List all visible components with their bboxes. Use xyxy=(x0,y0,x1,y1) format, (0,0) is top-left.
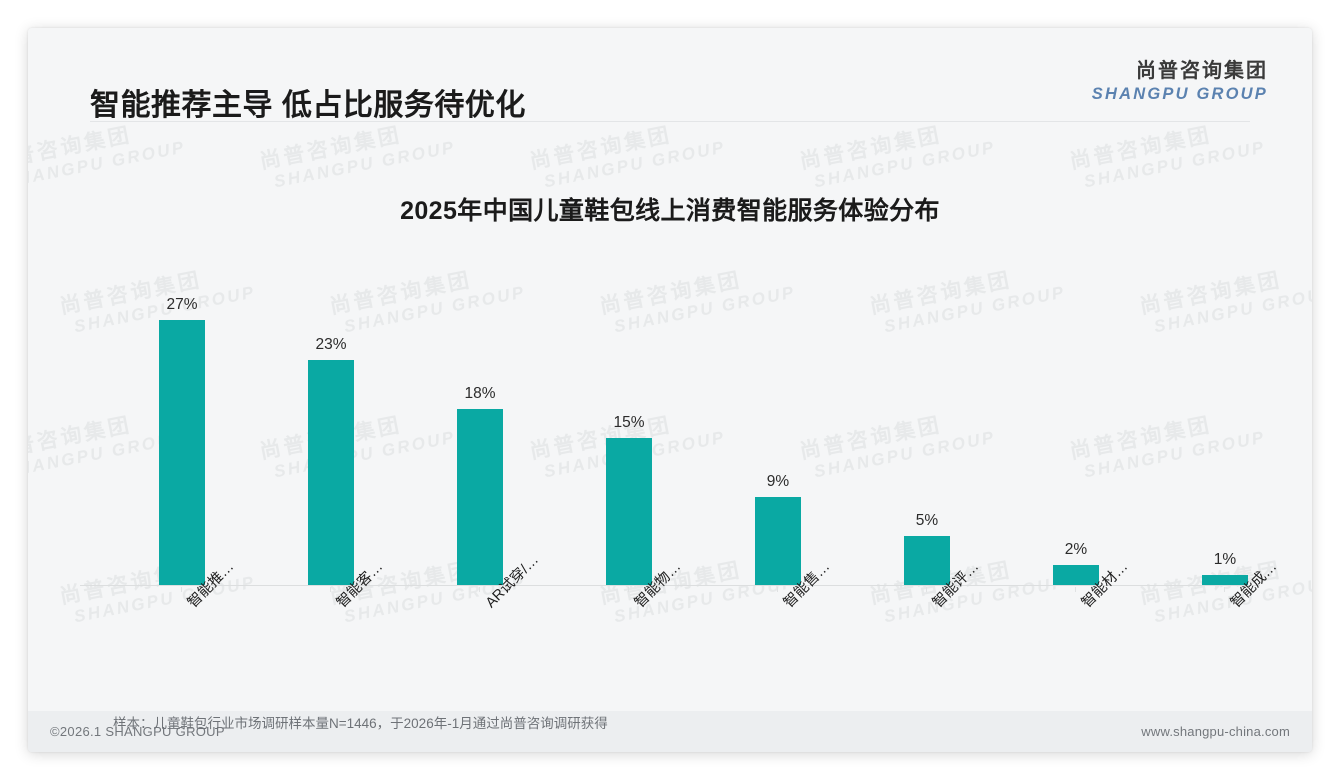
chart-area: 2025年中国儿童鞋包线上消费智能服务体验分布 27% 23% 18% 15% 9% 5%… xyxy=(28,121,1312,681)
bar-group[interactable]: 9% xyxy=(755,473,801,585)
x-axis-tick xyxy=(1075,587,1076,592)
bar-group[interactable]: 5% xyxy=(904,512,950,585)
x-axis-tick xyxy=(926,587,927,592)
bar[interactable] xyxy=(457,409,503,585)
bar-chart-plot: 27% 23% 18% 15% 9% 5% 2% 1% xyxy=(80,266,1260,586)
bar-group[interactable]: 2% xyxy=(1053,541,1099,585)
bar-value-label: 18% xyxy=(464,385,496,402)
x-axis-tick xyxy=(479,587,480,592)
bar-value-label: 9% xyxy=(766,473,790,490)
bar[interactable] xyxy=(159,320,205,585)
bar[interactable] xyxy=(904,536,950,585)
page-title: 智能推荐主导 低占比服务待优化 xyxy=(90,89,526,122)
bar-group[interactable]: 15% xyxy=(606,414,652,585)
x-axis-tick xyxy=(330,587,331,592)
logo-english-text: SHANGPU GROUP xyxy=(1091,85,1268,103)
footnote-text: 样本：儿童鞋包行业市场调研样本量N=1446，于2026年-1月通过尚普咨询调研… xyxy=(113,716,608,731)
x-axis-tick xyxy=(777,587,778,592)
x-axis-line xyxy=(80,585,1260,586)
x-axis-tick xyxy=(181,587,182,592)
footer-copyright: ©2026.1 SHANGPU GROUP xyxy=(50,724,225,739)
bar-group[interactable]: 18% xyxy=(457,385,503,585)
bar[interactable] xyxy=(755,497,801,585)
chart-title: 2025年中国儿童鞋包线上消费智能服务体验分布 xyxy=(400,197,940,225)
brand-logo: 尚普咨询集团 SHANGPU GROUP xyxy=(1092,61,1268,103)
footer-website[interactable]: www.shangpu-china.com xyxy=(1141,724,1290,739)
bar-value-label: 2% xyxy=(1064,541,1088,558)
bar-value-label: 23% xyxy=(315,336,347,353)
bar[interactable] xyxy=(1202,575,1248,585)
x-axis-labels: 智能推… 智能客… AR试穿/… 智能物… 智能售… 智能评… 智能材… 智能成… xyxy=(80,552,1280,687)
x-axis-tick xyxy=(1224,587,1225,592)
header-divider xyxy=(90,121,1250,122)
bar-group[interactable]: 1% xyxy=(1202,551,1248,585)
slide-header: 智能推荐主导 低占比服务待优化 尚普咨询集团 SHANGPU GROUP xyxy=(28,28,1312,122)
bar-group[interactable]: 27% xyxy=(159,296,205,585)
bar-value-label: 15% xyxy=(613,414,645,431)
bar[interactable] xyxy=(308,360,354,585)
bar-value-label: 1% xyxy=(1213,551,1237,568)
bar[interactable] xyxy=(606,438,652,585)
bar-value-label: 27% xyxy=(166,296,198,313)
slide-card: 尚普咨询集团 SHANGPU GROUP 尚普咨询集团 SHANGPU GROUP 尚普… xyxy=(28,28,1312,752)
bar[interactable] xyxy=(1053,565,1099,585)
slide-footer: ©2026.1 SHANGPU GROUP www.shangpu-china.… xyxy=(28,711,1312,752)
bar-group[interactable]: 23% xyxy=(308,336,354,585)
logo-chinese-text: 尚普咨询集团 xyxy=(1136,60,1268,82)
bar-value-label: 5% xyxy=(915,512,939,529)
x-axis-tick xyxy=(628,587,629,592)
